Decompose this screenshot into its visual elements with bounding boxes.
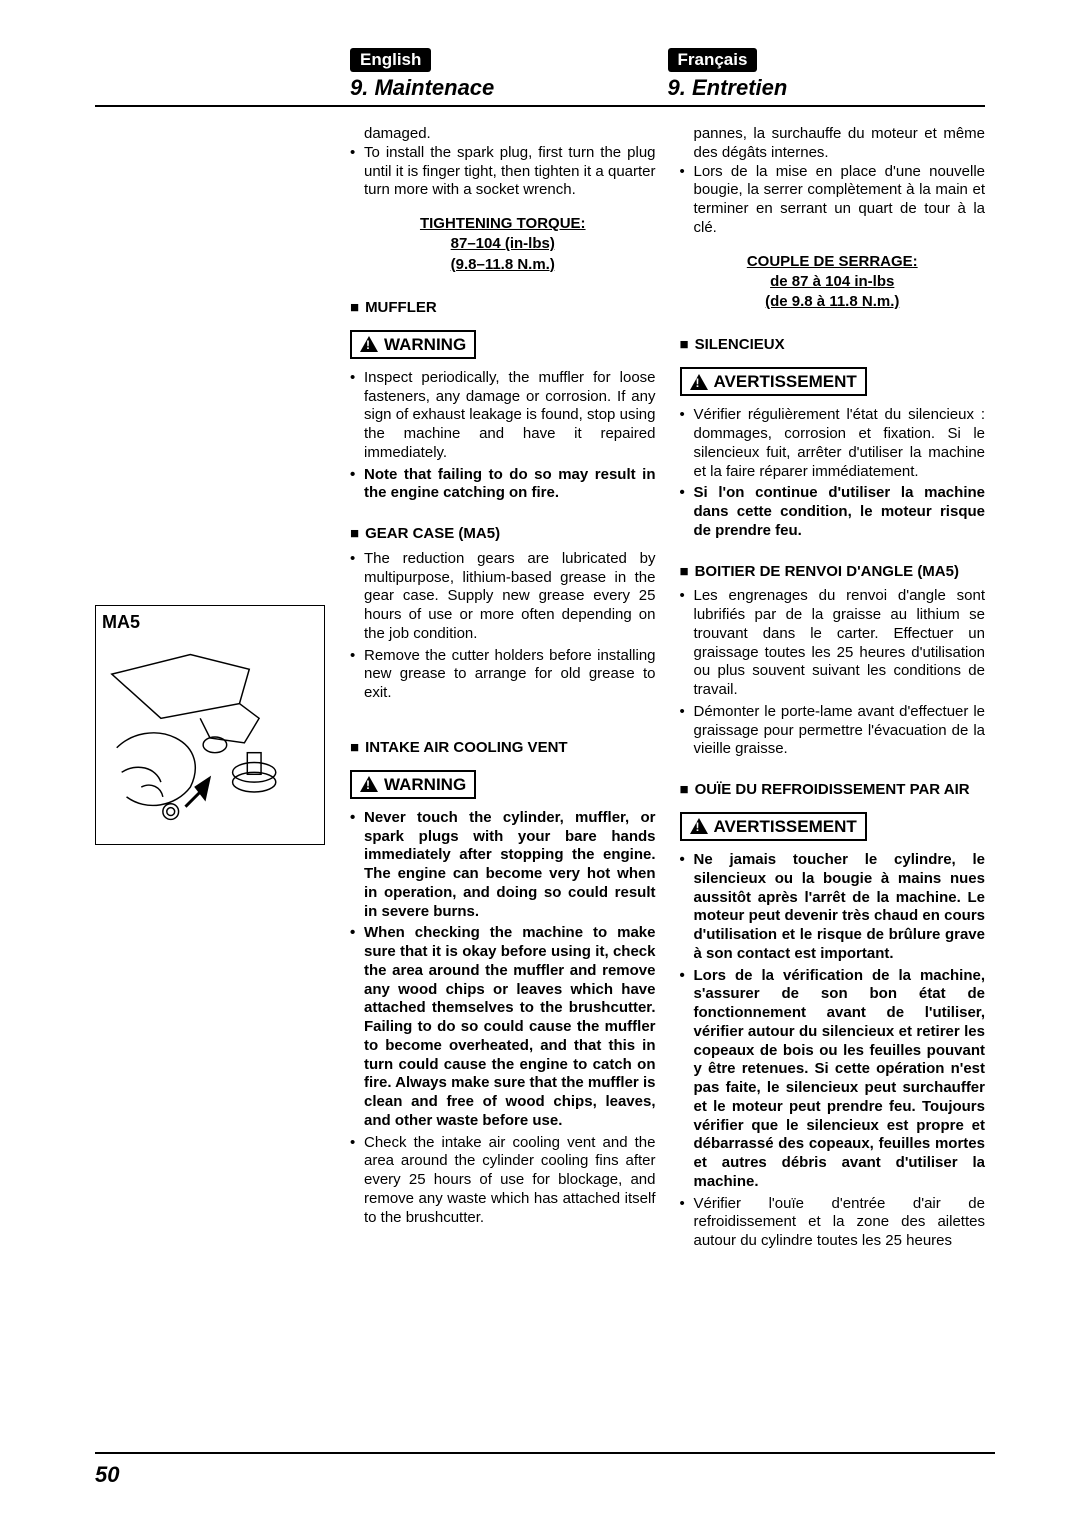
ouie-head-text-fr: OUÏE DU REFROIDISSEMENT PAR AIR — [695, 781, 970, 798]
ouie-head-fr: ■ OUÏE DU REFROIDISSEMENT PAR AIR — [680, 781, 986, 800]
ouie-p1-fr: Ne jamais toucher le cylindre, le silenc… — [680, 851, 986, 964]
muffler-list-en: Inspect periodically, the muffler for lo… — [350, 369, 656, 503]
english-tag: English — [350, 48, 431, 72]
warning-label-en: WARNING — [384, 334, 466, 355]
intake-p1-en: Never touch the cylinder, muffler, or sp… — [350, 809, 656, 922]
square-icon: ■ — [350, 525, 359, 542]
silencieux-p2-fr: Si l'on continue d'utiliser la machine d… — [680, 484, 986, 540]
spark-install-fr: Lors de la mise en place d'une nouvelle … — [680, 163, 986, 238]
ouie-p2-fr: Lors de la vérification de la machine, s… — [680, 967, 986, 1192]
warning-triangle-icon — [360, 776, 378, 792]
figure-label: MA5 — [102, 612, 318, 633]
intake-head-en: ■ INTAKE AIR COOLING VENT — [350, 739, 656, 758]
torque-spec-en: TIGHTENING TORQUE: 87–104 (in-lbs) (9.8–… — [350, 214, 656, 275]
intake-list-en: Never touch the cylinder, muffler, or sp… — [350, 809, 656, 1228]
spark-list-fr: Lors de la mise en place d'une nouvelle … — [680, 163, 986, 238]
french-header: Français 9. Entretien — [668, 48, 986, 101]
avertissement-box-2: AVERTISSEMENT — [680, 812, 867, 841]
silencieux-p1-fr: Vérifier régulièrement l'état du silenci… — [680, 406, 986, 481]
torque-l3-fr: (de 9.8 à 11.8 N.m.) — [765, 293, 899, 310]
figure-ma5: MA5 — [95, 605, 325, 845]
square-icon: ■ — [680, 563, 689, 580]
boitier-p1-fr: Les engrenages du renvoi d'angle sont lu… — [680, 587, 986, 700]
torque-l1-fr: COUPLE DE SERRAGE: — [747, 253, 918, 270]
spark-list-en: To install the spark plug, first turn th… — [350, 144, 656, 200]
bottom-rule — [95, 1452, 995, 1454]
english-column: damaged. To install the spark plug, firs… — [350, 125, 656, 1254]
warning-triangle-icon — [690, 818, 708, 834]
english-section-title: 9. Maintenace — [350, 75, 668, 101]
boitier-p2-fr: Démonter le porte-lame avant d'effectuer… — [680, 703, 986, 759]
figure-column: MA5 — [95, 125, 350, 1254]
muffler-head-en: ■ MUFFLER — [350, 299, 656, 318]
muffler-head-text-en: MUFFLER — [365, 299, 437, 316]
french-column: pannes, la surchauffe du moteur et même … — [680, 125, 986, 1254]
gearcase-p1-en: The reduction gears are lubricated by mu… — [350, 550, 656, 644]
intake-p3-en: Check the intake air cooling vent and th… — [350, 1134, 656, 1228]
content-row: MA5 — [95, 125, 985, 1254]
spark-install-en: To install the spark plug, first turn th… — [350, 144, 656, 200]
ouie-list-fr: Ne jamais toucher le cylindre, le silenc… — [680, 851, 986, 1251]
french-section-title: 9. Entretien — [668, 75, 986, 101]
intake-head-text-en: INTAKE AIR COOLING VENT — [365, 739, 568, 756]
torque-l2-en: 87–104 (in-lbs) — [451, 235, 555, 252]
avertissement-label-1: AVERTISSEMENT — [714, 371, 857, 392]
ouie-p3-fr: Vérifier l'ouïe d'entrée d'air de refroi… — [680, 1195, 986, 1251]
torque-spec-fr: COUPLE DE SERRAGE: de 87 à 104 in-lbs (d… — [680, 252, 986, 313]
intake-p2-en: When checking the machine to make sure t… — [350, 924, 656, 1130]
pannes-text: pannes, la surchauffe du moteur et même … — [680, 125, 986, 163]
gearcase-p2-en: Remove the cutter holders before install… — [350, 647, 656, 703]
avertissement-box-1: AVERTISSEMENT — [680, 367, 867, 396]
gearcase-head-text-en: GEAR CASE (MA5) — [365, 525, 500, 542]
boitier-list-fr: Les engrenages du renvoi d'angle sont lu… — [680, 587, 986, 759]
warning-label-en-2: WARNING — [384, 774, 466, 795]
torque-l1-en: TIGHTENING TORQUE: — [420, 215, 586, 232]
warning-triangle-icon — [360, 336, 378, 352]
page-header: English 9. Maintenace Français 9. Entret… — [95, 48, 985, 107]
french-tag: Français — [668, 48, 758, 72]
silencieux-head-fr: ■ SILENCIEUX — [680, 336, 986, 355]
avertissement-label-2: AVERTISSEMENT — [714, 816, 857, 837]
english-header: English 9. Maintenace — [350, 48, 668, 101]
boitier-head-text-fr: BOITIER DE RENVOI D'ANGLE (MA5) — [695, 563, 959, 580]
gearcase-head-en: ■ GEAR CASE (MA5) — [350, 525, 656, 544]
square-icon: ■ — [350, 299, 359, 316]
manual-page: English 9. Maintenace Français 9. Entret… — [95, 48, 985, 1486]
damaged-text: damaged. — [350, 125, 656, 144]
square-icon: ■ — [350, 739, 359, 756]
silencieux-head-text-fr: SILENCIEUX — [695, 336, 785, 353]
square-icon: ■ — [680, 336, 689, 353]
gearcase-list-en: The reduction gears are lubricated by mu… — [350, 550, 656, 703]
silencieux-list-fr: Vérifier régulièrement l'état du silenci… — [680, 406, 986, 540]
page-number: 50 — [95, 1462, 119, 1488]
muffler-p1-en: Inspect periodically, the muffler for lo… — [350, 369, 656, 463]
warning-box-intake-en: WARNING — [350, 770, 476, 799]
torque-l2-fr: de 87 à 104 in-lbs — [770, 273, 894, 290]
text-columns: damaged. To install the spark plug, firs… — [350, 125, 985, 1254]
gearcase-illustration — [102, 633, 318, 838]
warning-box-muffler-en: WARNING — [350, 330, 476, 359]
torque-l3-en: (9.8–11.8 N.m.) — [451, 256, 555, 273]
square-icon: ■ — [680, 781, 689, 798]
header-spacer — [95, 48, 350, 101]
boitier-head-fr: ■ BOITIER DE RENVOI D'ANGLE (MA5) — [680, 563, 986, 582]
warning-triangle-icon — [690, 374, 708, 390]
muffler-p2-en: Note that failing to do so may result in… — [350, 466, 656, 504]
